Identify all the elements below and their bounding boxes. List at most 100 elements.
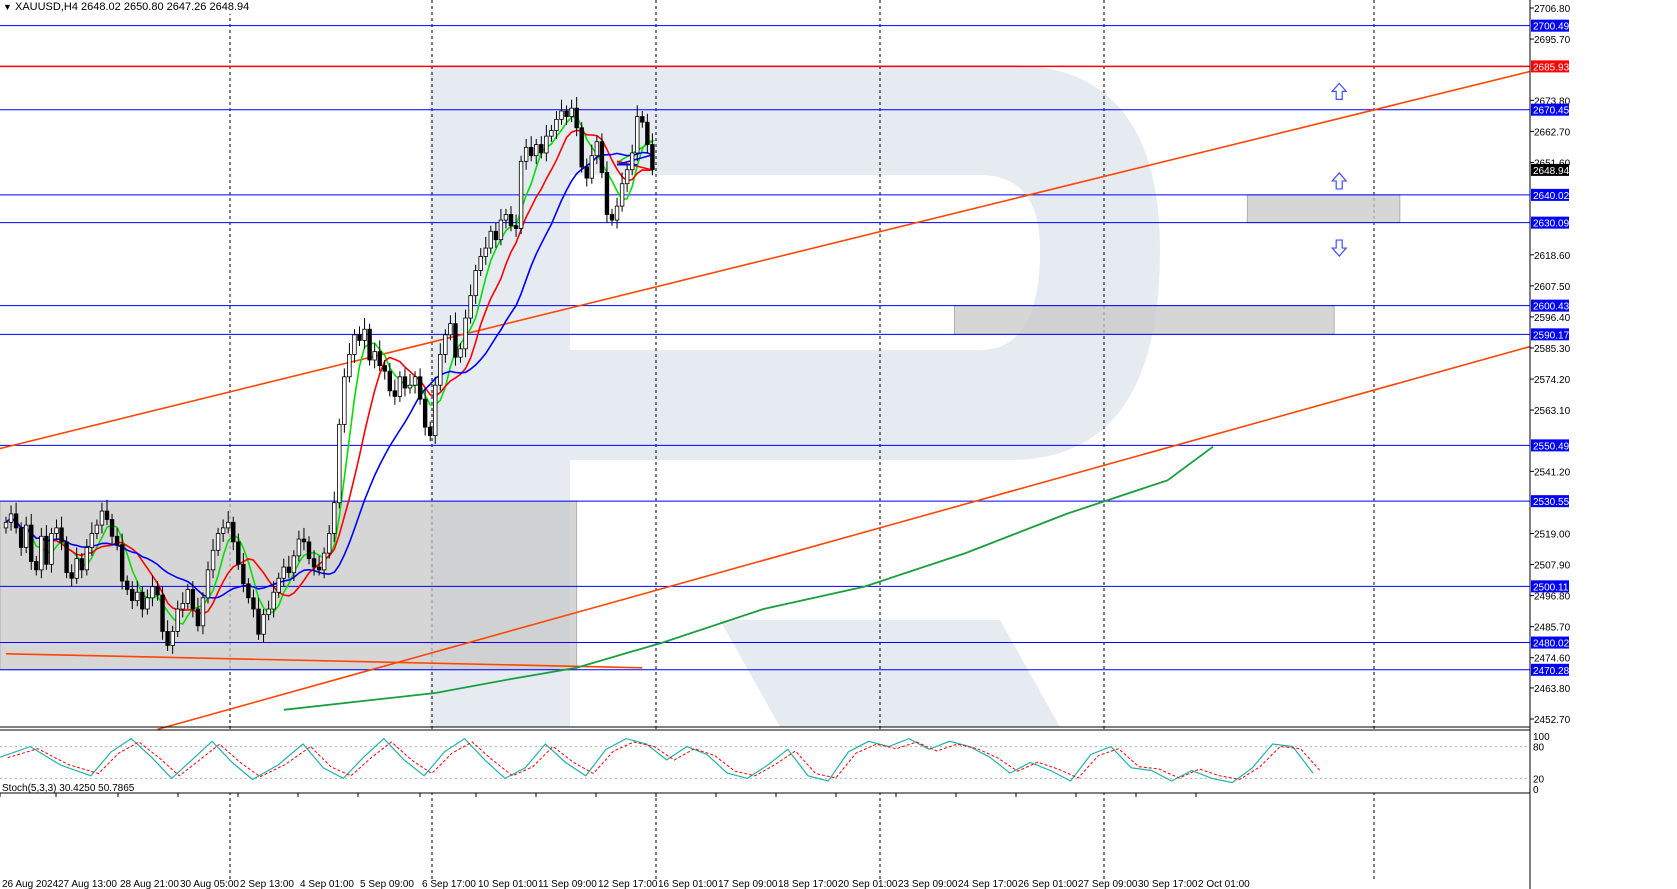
candle-body (382, 365, 387, 372)
candle-body (443, 334, 448, 355)
candle-body (286, 566, 291, 574)
y-tick-label: 2463.80 (1534, 684, 1571, 695)
candle-body (352, 334, 357, 355)
arrows-layer (1330, 82, 1348, 257)
candle-body (215, 533, 221, 551)
candle-body (609, 214, 615, 221)
level-tag-label: 2600.43 (1533, 302, 1570, 313)
candle-body (225, 521, 231, 529)
ohlc-values: 2648.02 2650.80 2647.26 2648.94 (81, 1, 250, 13)
candle-body (347, 354, 352, 378)
candle-body (422, 398, 428, 428)
y-tick-label: 2452.70 (1534, 715, 1571, 726)
candle-body (640, 116, 645, 123)
symbol-dropdown-icon[interactable]: ▼ (3, 2, 12, 12)
level-tag (1531, 299, 1569, 312)
candle-body (569, 107, 574, 117)
candle-body (458, 348, 463, 358)
candle-body (332, 502, 337, 534)
candle-body (392, 390, 398, 397)
level-tag (1531, 19, 1569, 32)
candle-body (645, 121, 650, 145)
candle-body (402, 376, 408, 389)
candle-body (508, 214, 514, 227)
candle-body (539, 144, 544, 154)
level-tag-label: 2530.55 (1533, 497, 1570, 508)
candle-body (316, 566, 322, 571)
candle-body (281, 566, 286, 579)
candle-body (498, 219, 504, 241)
stoch-scale-label: 80 (1533, 743, 1545, 754)
candle-body (69, 572, 74, 579)
candle-body (397, 376, 403, 397)
candle-body (377, 351, 382, 366)
level-tag (1531, 439, 1569, 452)
candle-body (59, 527, 64, 543)
candle-body (130, 589, 135, 602)
stoch-scale-label: 100 (1533, 732, 1550, 743)
arrow-up-icon (1330, 82, 1348, 100)
level-tag (1531, 60, 1569, 73)
candle-body (301, 538, 307, 543)
old-support-line (5, 653, 643, 669)
candle-body (79, 558, 84, 571)
x-tick-label: 26 Sep 01:00 (1018, 879, 1078, 889)
candle-body (342, 376, 347, 425)
candle-body (337, 423, 342, 504)
candle-body (407, 384, 413, 389)
candle-body (296, 538, 302, 557)
candle-body (114, 535, 120, 546)
candle-body (372, 351, 377, 361)
candle-body (483, 247, 488, 257)
stoch-pane-bg (0, 730, 1530, 793)
level-tag-label: 2470.28 (1533, 666, 1570, 677)
levels-layer (0, 25, 1530, 671)
candle-body (559, 110, 564, 120)
candle-body (473, 270, 478, 297)
arrow-down-icon (1330, 239, 1348, 257)
level-tag (1531, 328, 1569, 341)
candle-body (175, 608, 180, 632)
candle-body (84, 547, 89, 571)
current-price-tag (1531, 163, 1569, 176)
y-tick-label: 2507.90 (1534, 561, 1571, 572)
stoch-scale-label: 0 (1533, 785, 1539, 796)
candle-body (29, 524, 34, 562)
y-tick-label: 2541.20 (1534, 467, 1571, 478)
candle-body (594, 141, 600, 157)
candle-body (357, 334, 362, 341)
x-tick-label: 23 Sep 09:00 (898, 879, 958, 889)
candle-body (266, 608, 271, 616)
candle-body (64, 541, 69, 574)
candle-body (387, 370, 392, 392)
candle-body (599, 141, 605, 173)
candle-body (220, 527, 226, 534)
candle-body (326, 533, 332, 554)
channel-upper-line (0, 54, 1597, 450)
x-tick-label: 18 Sep 17:00 (778, 879, 838, 889)
candle-body (231, 521, 236, 543)
level-tag-label: 2550.49 (1533, 441, 1570, 452)
x-tick-label: 11 Sep 09:00 (538, 879, 597, 889)
candle-body (104, 510, 110, 520)
x-tick-label: 17 Sep 09:00 (718, 879, 778, 889)
candle-body (150, 586, 155, 599)
candle-body (534, 144, 539, 157)
candle-body (549, 130, 554, 137)
candle-body (145, 597, 150, 610)
x-tick-label: 5 Sep 09:00 (360, 879, 414, 889)
candle-body (427, 426, 433, 436)
y-tick-label: 2695.70 (1534, 35, 1571, 46)
channel-lower-line (157, 308, 1663, 731)
candle-body (544, 135, 549, 154)
candle-body (155, 586, 160, 596)
candle-body (488, 230, 493, 249)
candle-body (529, 146, 534, 157)
candle-body (503, 214, 509, 221)
level-tag (1531, 636, 1569, 649)
candle-body (180, 603, 185, 610)
candle-body (3, 521, 9, 529)
watermark-bowl (570, 65, 1160, 460)
candle-body (619, 183, 625, 207)
